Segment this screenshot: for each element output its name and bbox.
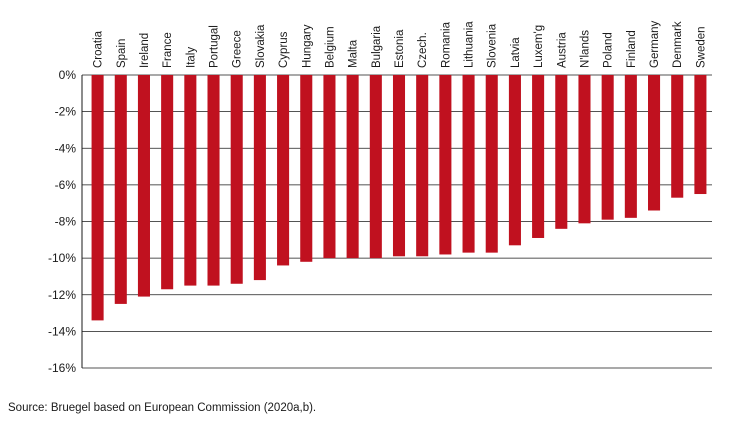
category-label: Germany — [649, 20, 661, 68]
category-label: Finland — [626, 30, 638, 68]
category-label: Bulgaria — [371, 25, 383, 68]
bar — [346, 75, 359, 259]
category-label: Belgium — [324, 26, 336, 68]
y-tick-label: -16% — [48, 361, 76, 375]
category-label: Ireland — [139, 33, 151, 68]
bar — [508, 75, 521, 246]
category-label: Croatia — [93, 30, 105, 68]
category-label: Latvia — [510, 37, 522, 68]
category-label: Cyprus — [278, 31, 290, 68]
category-label: Slovenia — [487, 23, 499, 68]
bar — [532, 75, 545, 238]
bar — [369, 75, 382, 259]
category-label: Luxem'g — [533, 25, 545, 68]
bar — [253, 75, 266, 281]
y-tick-label: 0% — [59, 68, 77, 82]
category-label: Romania — [440, 21, 452, 68]
bar — [392, 75, 406, 257]
category-label: Spain — [116, 39, 128, 68]
bar — [207, 75, 220, 286]
y-tick-label: -2% — [55, 105, 77, 119]
y-tick-label: -8% — [55, 215, 77, 229]
bar — [323, 75, 336, 259]
bar — [300, 75, 313, 262]
bar — [462, 75, 475, 253]
category-label: Sweden — [695, 26, 707, 68]
bar — [671, 75, 684, 198]
category-label: Estonia — [394, 29, 406, 68]
y-tick-label: -4% — [55, 141, 77, 155]
y-tick-label: -14% — [48, 324, 76, 338]
category-label: Italy — [185, 47, 197, 68]
bar — [91, 75, 104, 321]
category-label: N'lands — [579, 30, 591, 68]
category-label: Czech. — [417, 32, 429, 68]
category-label: Malta — [348, 39, 360, 68]
y-tick-label: -10% — [48, 251, 76, 265]
bar — [114, 75, 127, 304]
bar — [161, 75, 174, 290]
bar — [578, 75, 591, 224]
category-label: France — [162, 32, 174, 68]
bar — [230, 75, 243, 284]
category-label: Slovakia — [255, 24, 267, 68]
category-label: Denmark — [672, 21, 684, 68]
source-note: Source: Bruegel based on European Commis… — [8, 402, 317, 414]
category-labels: Croatia Spain Ireland France Italy Portugal Gr… — [93, 20, 708, 68]
bar — [439, 75, 452, 255]
bar — [137, 75, 150, 297]
bar-chart: 0% -2% -4% -6% -8% -10% -12% -14% -16% Croatia Sp… — [48, 20, 712, 375]
bar — [624, 75, 637, 218]
y-tick-label: -12% — [48, 288, 76, 302]
bar — [601, 75, 614, 220]
bar — [184, 75, 197, 286]
bar — [485, 75, 498, 253]
bar — [277, 75, 290, 266]
bar — [694, 75, 707, 195]
category-label: Portugal — [209, 25, 221, 68]
category-label: Austria — [556, 32, 568, 68]
y-axis-tick-labels: 0% -2% -4% -6% -8% -10% -12% -14% -16% — [48, 68, 76, 375]
bar — [416, 75, 429, 257]
category-label: Hungary — [301, 24, 313, 68]
category-label: Poland — [603, 32, 615, 68]
bars — [91, 75, 707, 321]
category-label: Lithuania — [464, 21, 476, 68]
y-tick-label: -6% — [55, 178, 77, 192]
bar — [648, 75, 661, 211]
category-label: Greece — [232, 30, 244, 68]
bar — [555, 75, 568, 229]
